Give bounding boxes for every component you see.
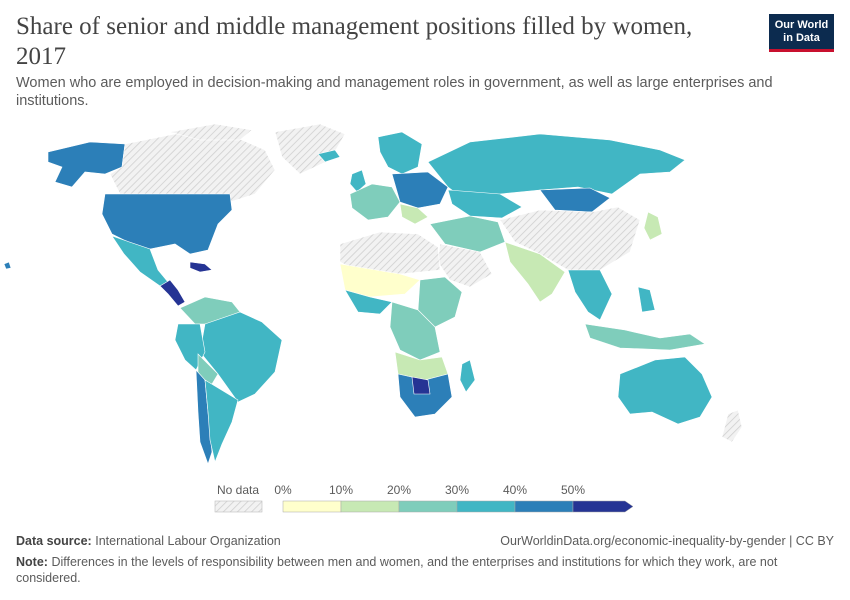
central-africa-region[interactable] <box>389 301 441 361</box>
canada-region[interactable] <box>109 133 276 203</box>
caribbean-region[interactable] <box>189 261 213 273</box>
india-region[interactable] <box>504 241 566 303</box>
data-source-link[interactable]: International Labour Organization <box>95 534 281 548</box>
central-america-region[interactable] <box>159 279 186 307</box>
iceland-region[interactable] <box>317 149 341 163</box>
madagascar-region[interactable] <box>459 359 476 393</box>
source-url[interactable]: OurWorldinData.org/economic-inequality-b… <box>500 534 834 548</box>
legend-tick-40: 40% <box>503 483 527 497</box>
philippines-region[interactable] <box>637 286 656 313</box>
logo-line-2: in Data <box>783 32 820 44</box>
uk-region[interactable] <box>349 169 367 193</box>
hawaii-region[interactable] <box>3 261 12 270</box>
data-source-label: Data source: <box>16 534 92 548</box>
arctic-islands-region[interactable] <box>169 123 253 141</box>
chart-note: Note: Differences in the levels of respo… <box>16 554 836 586</box>
eastern-europe-region[interactable] <box>391 171 449 209</box>
legend-bin-30-40[interactable] <box>456 500 516 513</box>
chart-subtitle: Women who are employed in decision-makin… <box>16 75 773 109</box>
legend-tick-20: 20% <box>387 483 411 497</box>
alaska-region[interactable] <box>47 141 126 188</box>
australia-region[interactable] <box>617 356 713 425</box>
chart-title: Share of senior and middle management po… <box>16 13 693 70</box>
southeast-asia-region[interactable] <box>567 269 613 321</box>
legend-bin-50-plus[interactable] <box>572 500 634 513</box>
balkans-region[interactable] <box>399 203 429 225</box>
china-region[interactable] <box>499 206 641 271</box>
scandinavia-region[interactable] <box>377 131 423 175</box>
western-europe-region[interactable] <box>349 183 401 221</box>
note-text: Differences in the levels of responsibil… <box>16 555 778 585</box>
map-legend: No data 0% 10% 20% 30% 40% 50% <box>214 483 634 513</box>
legend-tick-50: 50% <box>561 483 585 497</box>
kazakhstan-region[interactable] <box>447 189 523 219</box>
note-label: Note: <box>16 555 48 569</box>
data-source: Data source: International Labour Organi… <box>16 533 281 549</box>
legend-bin-20-30[interactable] <box>398 500 458 513</box>
usa-region[interactable] <box>101 193 233 255</box>
greenland-region[interactable] <box>274 123 346 175</box>
legend-tick-30: 30% <box>445 483 469 497</box>
legend-tick-0: 0% <box>274 483 292 497</box>
new-zealand-region[interactable] <box>721 409 743 443</box>
legend-no-data-label: No data <box>217 483 259 497</box>
southern-africa-region[interactable] <box>397 373 453 418</box>
botswana-region[interactable] <box>411 376 431 395</box>
brazil-region[interactable] <box>199 311 283 403</box>
mongolia-region[interactable] <box>539 187 611 213</box>
legend-tick-10: 10% <box>329 483 353 497</box>
argentina-region[interactable] <box>204 379 239 464</box>
legend-bin-40-50[interactable] <box>514 500 574 513</box>
world-map <box>3 123 743 465</box>
legend-no-data-swatch[interactable] <box>214 500 263 513</box>
indonesia-region[interactable] <box>584 323 706 351</box>
legend-bin-10-20[interactable] <box>340 500 400 513</box>
legend-bin-0-10[interactable] <box>282 500 342 513</box>
owid-logo[interactable]: Our World in Data <box>769 14 834 52</box>
logo-line-1: Our World <box>774 19 829 31</box>
west-africa-region[interactable] <box>344 289 393 315</box>
japan-region[interactable] <box>643 211 663 241</box>
